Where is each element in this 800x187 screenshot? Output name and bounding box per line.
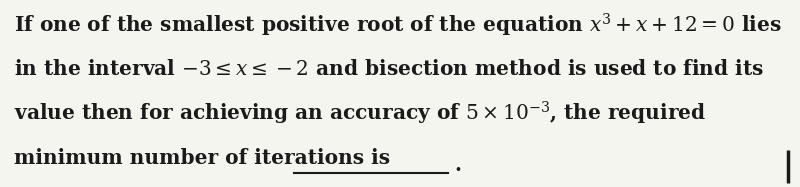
Text: minimum number of iterations is: minimum number of iterations is [14,148,390,168]
Text: value then for achieving an accuracy of $5 \times 10^{-3}$, the required: value then for achieving an accuracy of … [14,99,706,127]
Text: in the interval $-3 \leq x \leq -2$ and bisection method is used to find its: in the interval $-3 \leq x \leq -2$ and … [14,59,765,79]
Text: .: . [454,156,462,175]
Text: If one of the smallest positive root of the equation $x^3 + x + 12 = 0$ lies: If one of the smallest positive root of … [14,12,782,39]
